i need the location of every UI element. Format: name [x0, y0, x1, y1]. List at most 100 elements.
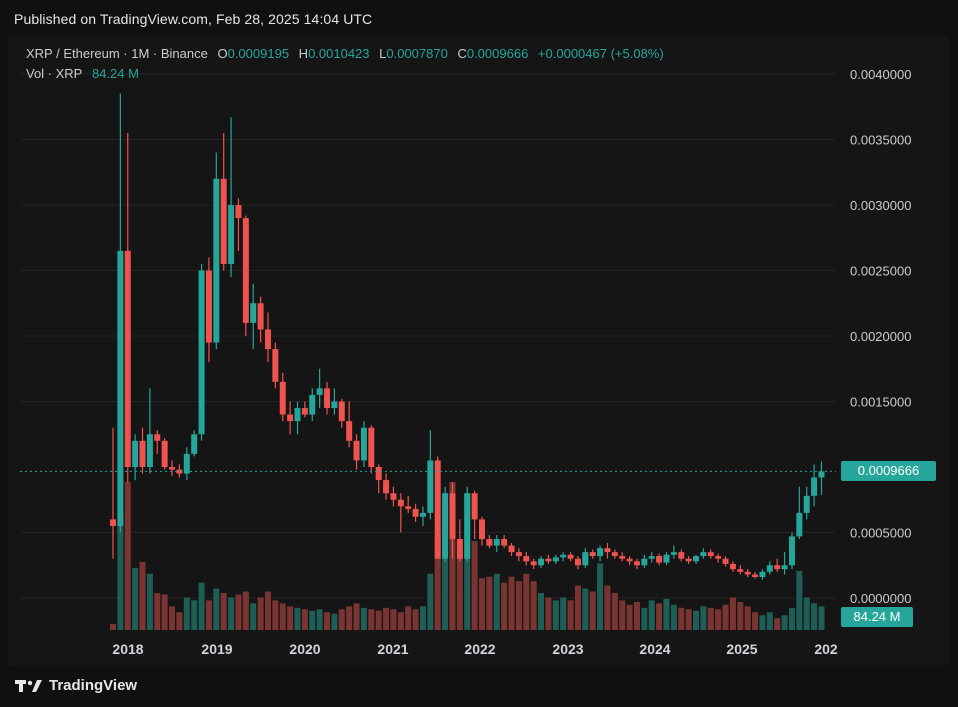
volume-bar	[670, 604, 677, 630]
volume-bar	[324, 612, 331, 630]
tradingview-logo-icon	[15, 679, 42, 692]
candle-body	[707, 552, 714, 557]
candle-body	[213, 178, 220, 343]
x-tick-label: 2018	[112, 641, 143, 657]
candle-body	[493, 539, 500, 546]
volume-bar	[574, 585, 581, 630]
candle-body	[788, 536, 795, 566]
volume-bar	[589, 591, 596, 630]
candle-body	[279, 381, 286, 415]
volume-bar	[412, 609, 419, 630]
candle-body	[744, 571, 751, 575]
candle-body	[191, 434, 198, 454]
candle-body	[685, 558, 692, 562]
candle-body	[375, 467, 382, 481]
volume-bar	[759, 615, 766, 630]
volume-bar	[375, 610, 382, 630]
candle-body	[597, 548, 604, 557]
candle-body	[515, 552, 522, 557]
y-tick-label: 0.0040000	[850, 67, 911, 82]
volume-bar	[515, 581, 522, 630]
candle-body	[781, 565, 788, 570]
candle-body	[589, 552, 596, 557]
volume-bar	[752, 612, 759, 630]
candle-body	[220, 178, 227, 264]
candle-body	[360, 427, 367, 461]
high-label: H	[298, 46, 309, 61]
candle-body	[626, 558, 633, 562]
volume-bar	[560, 597, 567, 630]
volume-bar	[442, 504, 449, 630]
candle-body	[316, 388, 323, 395]
candle-body	[390, 493, 397, 500]
candle-body	[604, 548, 611, 553]
candle-body	[228, 205, 235, 264]
x-axis: 2018 2019 2020 2021 2022 2023 2024 2025 202	[112, 641, 837, 657]
candle-body	[567, 554, 574, 559]
candle-body	[257, 303, 264, 330]
volume-bar	[641, 607, 648, 630]
candle-body	[774, 565, 781, 570]
candle-body	[235, 205, 242, 219]
candle-body	[427, 460, 434, 513]
volume-bar	[220, 593, 227, 630]
candle-body	[766, 565, 773, 572]
candle-body	[139, 440, 146, 467]
grid-lines	[20, 73, 836, 599]
candle-body	[803, 495, 810, 513]
volume-bar	[715, 609, 722, 630]
volume-bar	[287, 606, 294, 630]
publish-bar: Published on TradingView.com, Feb 28, 20…	[0, 0, 958, 36]
candle-body	[301, 408, 308, 415]
volume-bar	[368, 609, 375, 630]
volume-bar	[250, 603, 257, 630]
volume-bar	[811, 603, 818, 630]
candle-body	[124, 250, 131, 467]
volume-bar	[567, 600, 574, 630]
volume-bar	[242, 591, 249, 630]
candle-body	[419, 512, 426, 517]
volume-bar	[796, 570, 803, 630]
volume-bar	[191, 600, 198, 630]
volume-bar	[788, 607, 795, 630]
volume-bar	[176, 612, 183, 630]
candle-body	[759, 571, 766, 578]
volume-bar	[213, 588, 220, 630]
y-tick-label: 0.0025000	[850, 264, 911, 279]
volume-bar	[272, 600, 279, 630]
candle-body	[523, 556, 530, 562]
volume-bar	[331, 613, 338, 630]
volume-bar	[346, 606, 353, 630]
last-price-tag: 0.0009666	[841, 461, 936, 481]
y-tick-label: 0.0020000	[850, 329, 911, 344]
candle-body	[471, 493, 478, 520]
volume-bar	[294, 607, 301, 630]
candle-body	[368, 427, 375, 467]
candle-body	[434, 460, 441, 559]
candle-body	[287, 414, 294, 422]
symbol-label[interactable]: XRP / Ethereum · 1M · Binance	[26, 46, 208, 61]
candle-body	[183, 453, 190, 474]
volume-bar	[110, 624, 116, 630]
volume-bar	[456, 548, 463, 630]
volume-bar	[353, 603, 360, 630]
brand[interactable]: TradingView	[15, 677, 137, 694]
volume-bar	[383, 607, 390, 630]
candle-body	[656, 556, 663, 563]
x-tick-label: 2025	[726, 641, 757, 657]
volume-bar	[479, 578, 485, 630]
volume-bar	[397, 612, 404, 630]
volume-bar	[338, 609, 345, 630]
volume-bar	[737, 601, 744, 630]
volume-bar	[633, 601, 640, 630]
candle-body	[331, 401, 338, 409]
volume-bar	[228, 597, 235, 630]
volume-bar	[508, 576, 515, 630]
candle-body	[752, 574, 759, 578]
volume-tag: 84.24 M	[841, 607, 913, 627]
candle-body	[648, 556, 655, 559]
candle-body	[574, 558, 581, 566]
candle-body	[633, 561, 640, 566]
x-tick-label: 2019	[201, 641, 232, 657]
